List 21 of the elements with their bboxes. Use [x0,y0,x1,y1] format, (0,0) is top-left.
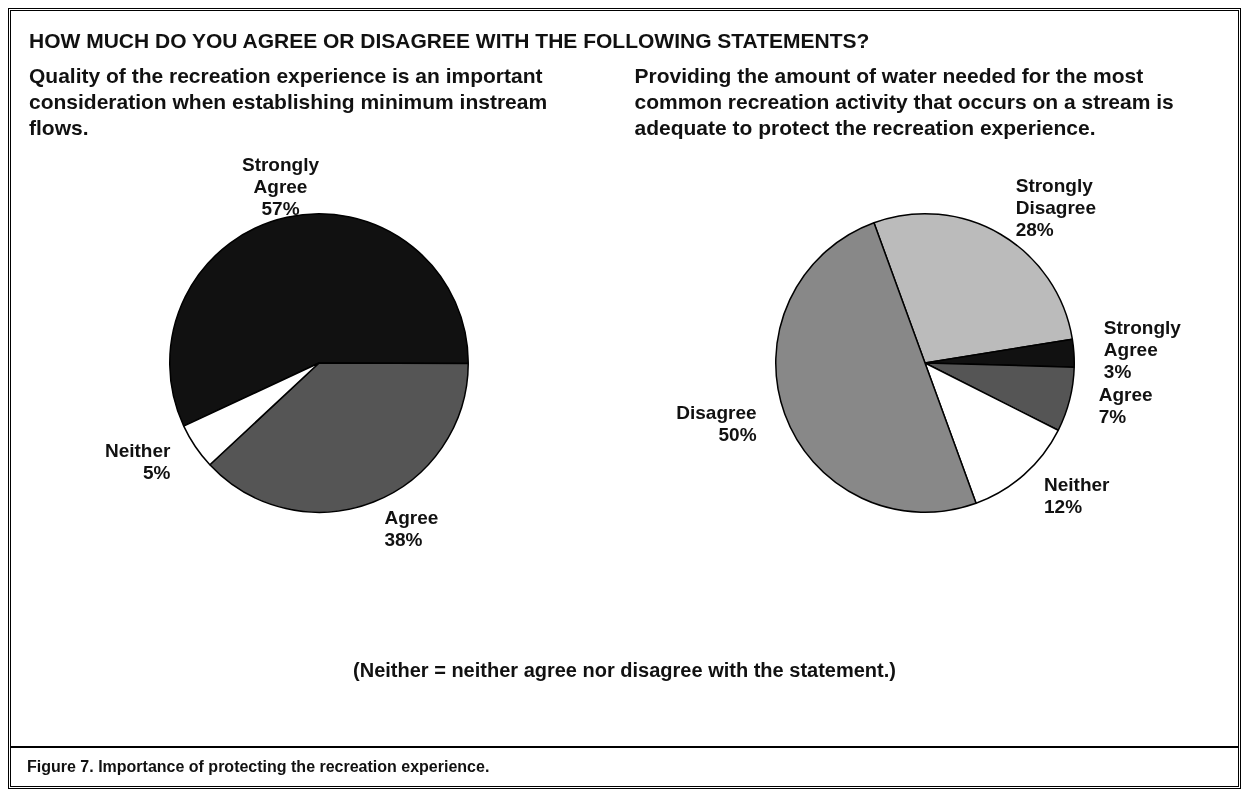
chart-subtitle: Quality of the recreation experience is an important consideration when establishing minimum instream flows. [29,63,549,141]
data-label: 38% [384,529,423,551]
slice-label: Agree [1098,384,1153,406]
slice-label: Neither [1043,474,1110,496]
caption: Figure 7. Importance of protecting the recreation experience. [11,746,1238,786]
data-label: 5% [142,462,171,484]
slice-label: Disagree [675,401,757,423]
chart-subtitle: Providing the amount of water needed for the most common recreation activity that occurs on a stream is adequate to protect the recreation experience. [634,63,1175,141]
data-label: 12% [1043,496,1082,518]
slice-label: Strongly Disagree [1015,174,1096,218]
slice-label: Strongly Agree [241,154,320,198]
data-label: 28% [1015,218,1054,240]
slice-label: Strongly Agree [1103,317,1181,361]
data-label: 7% [1098,406,1126,428]
slice-label: Agree [384,507,439,529]
slice-label: Neither [104,440,171,462]
data-label: 50% [718,423,757,445]
chart-title: HOW MUCH DO YOU AGREE OR DISAGREE WITH THE FOLLOWING STATEMENTS? [29,29,871,53]
text: (Neither = neither agree nor disagree with the statement.) [352,659,897,682]
data-label: 57% [261,198,300,220]
data-label: 3% [1103,361,1131,383]
